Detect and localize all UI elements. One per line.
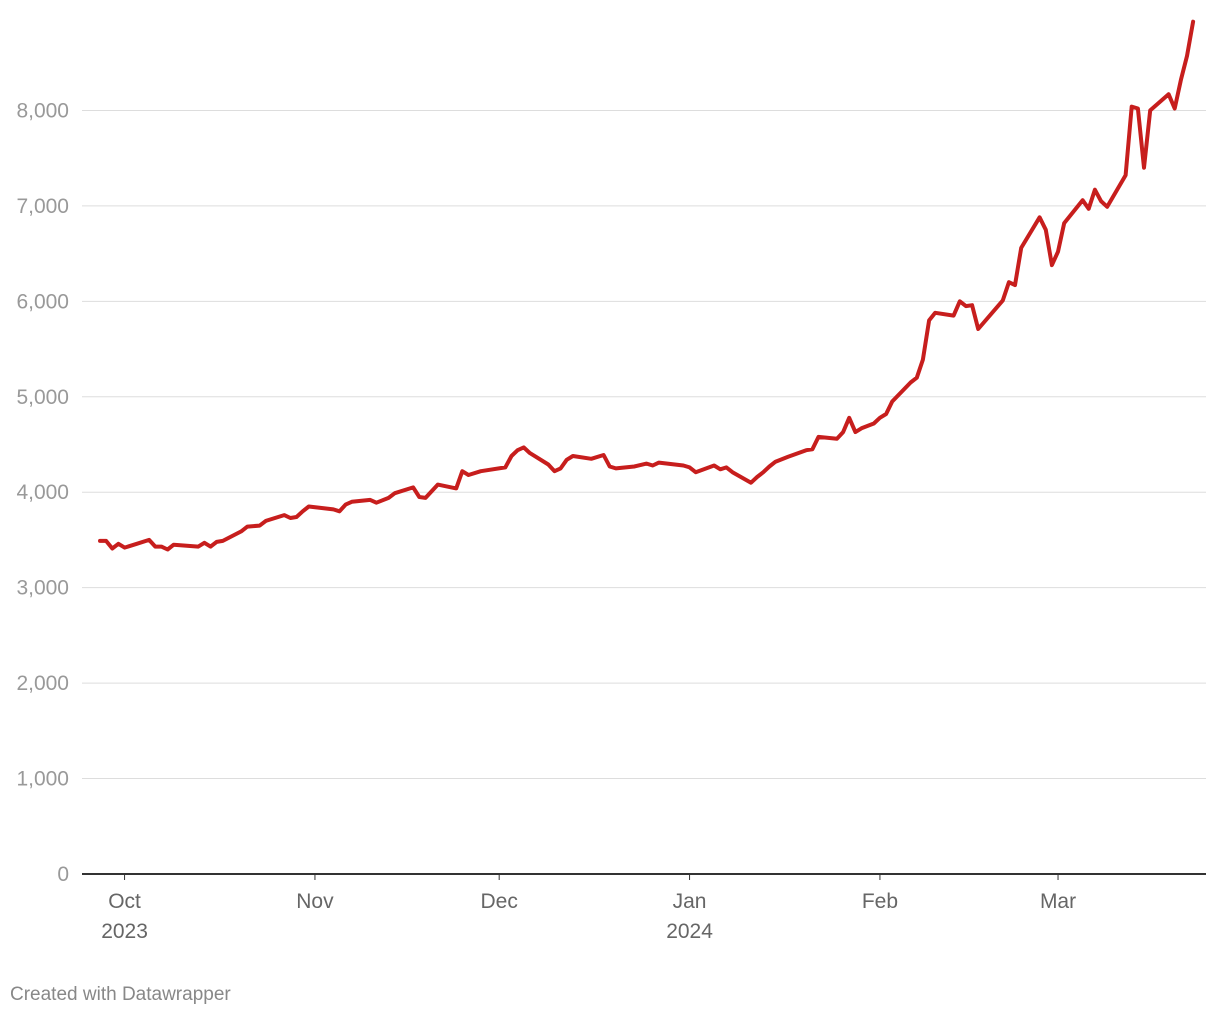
y-tick-label-5000: 5,000: [16, 386, 69, 409]
y-tick-label-3000: 3,000: [16, 577, 69, 600]
series-line-0: [98, 19, 1196, 552]
y-tick-label-8000: 8,000: [16, 99, 69, 122]
x-tick-label-mar: Mar: [1040, 890, 1076, 913]
x-tick-label-oct: Oct: [108, 890, 141, 913]
y-tick-label-6000: 6,000: [16, 290, 69, 313]
x-tick-year-2024: 2024: [666, 920, 713, 943]
x-tick-year-2023: 2023: [101, 920, 148, 943]
x-tick-label-dec: Dec: [481, 890, 518, 913]
y-tick-label-0: 0: [57, 863, 69, 886]
y-tick-label-2000: 2,000: [16, 672, 69, 695]
y-tick-label-7000: 7,000: [16, 195, 69, 218]
line-chart: 0 1,000 2,000 3,000 4,000 5,000 6,000 7,000 8,00…: [16, 19, 1206, 943]
y-tick-label-4000: 4,000: [16, 481, 69, 504]
x-tick-label-nov: Nov: [296, 890, 334, 913]
credit-text: Created with Datawrapper: [10, 984, 231, 1005]
x-tick-label-feb: Feb: [862, 890, 898, 913]
y-tick-label-1000: 1,000: [16, 768, 69, 791]
x-tick-label-jan: Jan: [673, 890, 707, 913]
